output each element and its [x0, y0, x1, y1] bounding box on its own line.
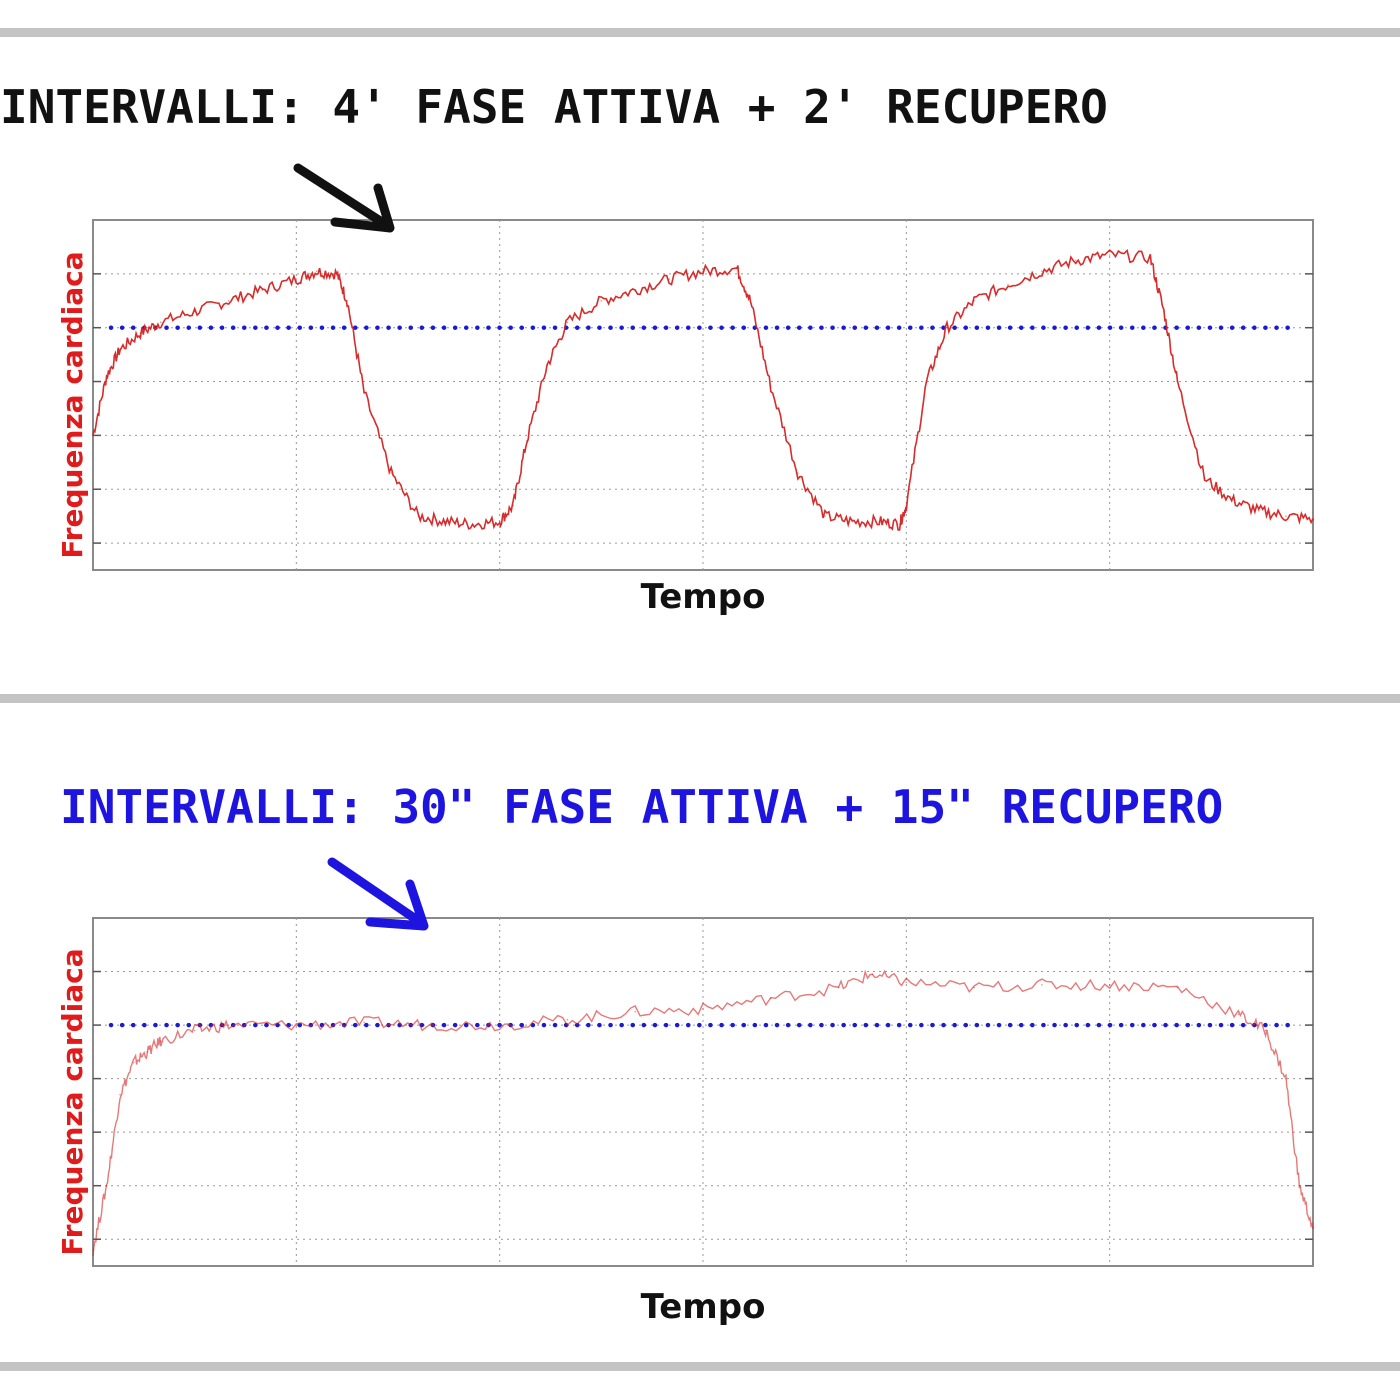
data-point [431, 1024, 433, 1026]
data-point [878, 520, 881, 523]
data-point [417, 515, 420, 517]
data-point [1312, 1227, 1314, 1230]
data-point [925, 380, 928, 383]
data-point [1176, 380, 1179, 383]
data-point [566, 1018, 569, 1021]
data-point [898, 523, 901, 526]
x-axis-label: Tempo [641, 577, 766, 617]
data-point [736, 267, 738, 270]
data-point [525, 439, 528, 442]
data-point [1285, 515, 1287, 517]
data-point [105, 1184, 108, 1187]
data-point [871, 973, 874, 976]
data-point [973, 986, 975, 989]
data-point [702, 270, 704, 272]
data-point [119, 348, 121, 351]
data-point [261, 289, 264, 291]
data-point [702, 1008, 704, 1010]
data-point [905, 504, 908, 507]
data-point [1257, 509, 1260, 512]
data-point [92, 434, 94, 437]
data-point [363, 391, 365, 394]
divider-bottom [0, 1362, 1400, 1371]
data-point [905, 981, 908, 984]
data-point [1007, 283, 1009, 286]
data-point [1264, 1029, 1267, 1032]
data-point [546, 364, 548, 367]
data-point [1108, 984, 1111, 986]
y-axis-label: Frequenza cardiaca [56, 251, 89, 558]
data-point [824, 515, 826, 517]
data-point [105, 375, 108, 377]
data-point [566, 321, 569, 324]
arrow-icon [293, 163, 395, 233]
data-point [973, 299, 975, 302]
chart-1: Tempo Frequenza cardiaca [56, 163, 1314, 617]
chart-2-title: INTERVALLI: 30" FASE ATTIVA + 15" RECUPE… [60, 780, 1224, 834]
data-point [749, 299, 752, 302]
data-point [346, 299, 348, 302]
data-point [1108, 254, 1111, 256]
y-axis-label: Frequenza cardiaca [56, 948, 89, 1255]
data-point [444, 520, 447, 523]
data-point [1298, 1184, 1301, 1187]
data-point [336, 273, 338, 275]
data-point [1074, 259, 1077, 262]
data-point [363, 1021, 365, 1024]
data-point [498, 520, 501, 523]
data-point [295, 278, 298, 281]
chart-1-title: INTERVALLI: 4' FASE ATTIVA + 2' RECUPERO [0, 80, 1108, 134]
data-point [769, 386, 772, 388]
data-point [1176, 986, 1179, 989]
data-point [471, 523, 474, 526]
data-point [1203, 477, 1206, 480]
data-point [668, 278, 670, 281]
data-point [498, 1024, 501, 1026]
data-point [159, 321, 162, 324]
series-line [92, 969, 1314, 1256]
data-point [315, 270, 318, 272]
data-point [1149, 256, 1152, 259]
data-point [769, 997, 772, 1000]
x-axis-label: Tempo [641, 1287, 766, 1327]
data-point [227, 299, 230, 302]
data-point [1163, 310, 1165, 313]
data-point [1285, 1077, 1287, 1080]
data-point [1237, 1013, 1240, 1016]
divider-top [0, 28, 1400, 37]
data-point [193, 1029, 196, 1032]
data-point [1041, 984, 1043, 986]
divider-middle [0, 694, 1400, 703]
chart-2: Tempo Frequenza cardiaca [56, 857, 1314, 1327]
data-point [119, 1093, 121, 1096]
data-point [139, 332, 142, 334]
data-point [295, 1024, 298, 1026]
data-point [146, 1051, 149, 1053]
data-point [600, 299, 603, 302]
data-point [1230, 499, 1233, 501]
data-point [512, 504, 515, 507]
data-point [634, 289, 637, 291]
data-point [132, 1061, 135, 1064]
series-line [92, 248, 1314, 531]
data-point [837, 986, 840, 989]
data-point [634, 1010, 637, 1013]
data-point [227, 1024, 230, 1026]
data-point [851, 520, 853, 523]
arrow-icon [327, 857, 429, 931]
data-point [797, 472, 799, 474]
data-point [1041, 270, 1043, 272]
data-point [159, 1040, 162, 1042]
data-point [946, 326, 948, 329]
data-point [193, 310, 196, 313]
data-point [92, 1249, 94, 1251]
data-point [390, 472, 393, 474]
data-point [1312, 518, 1314, 520]
